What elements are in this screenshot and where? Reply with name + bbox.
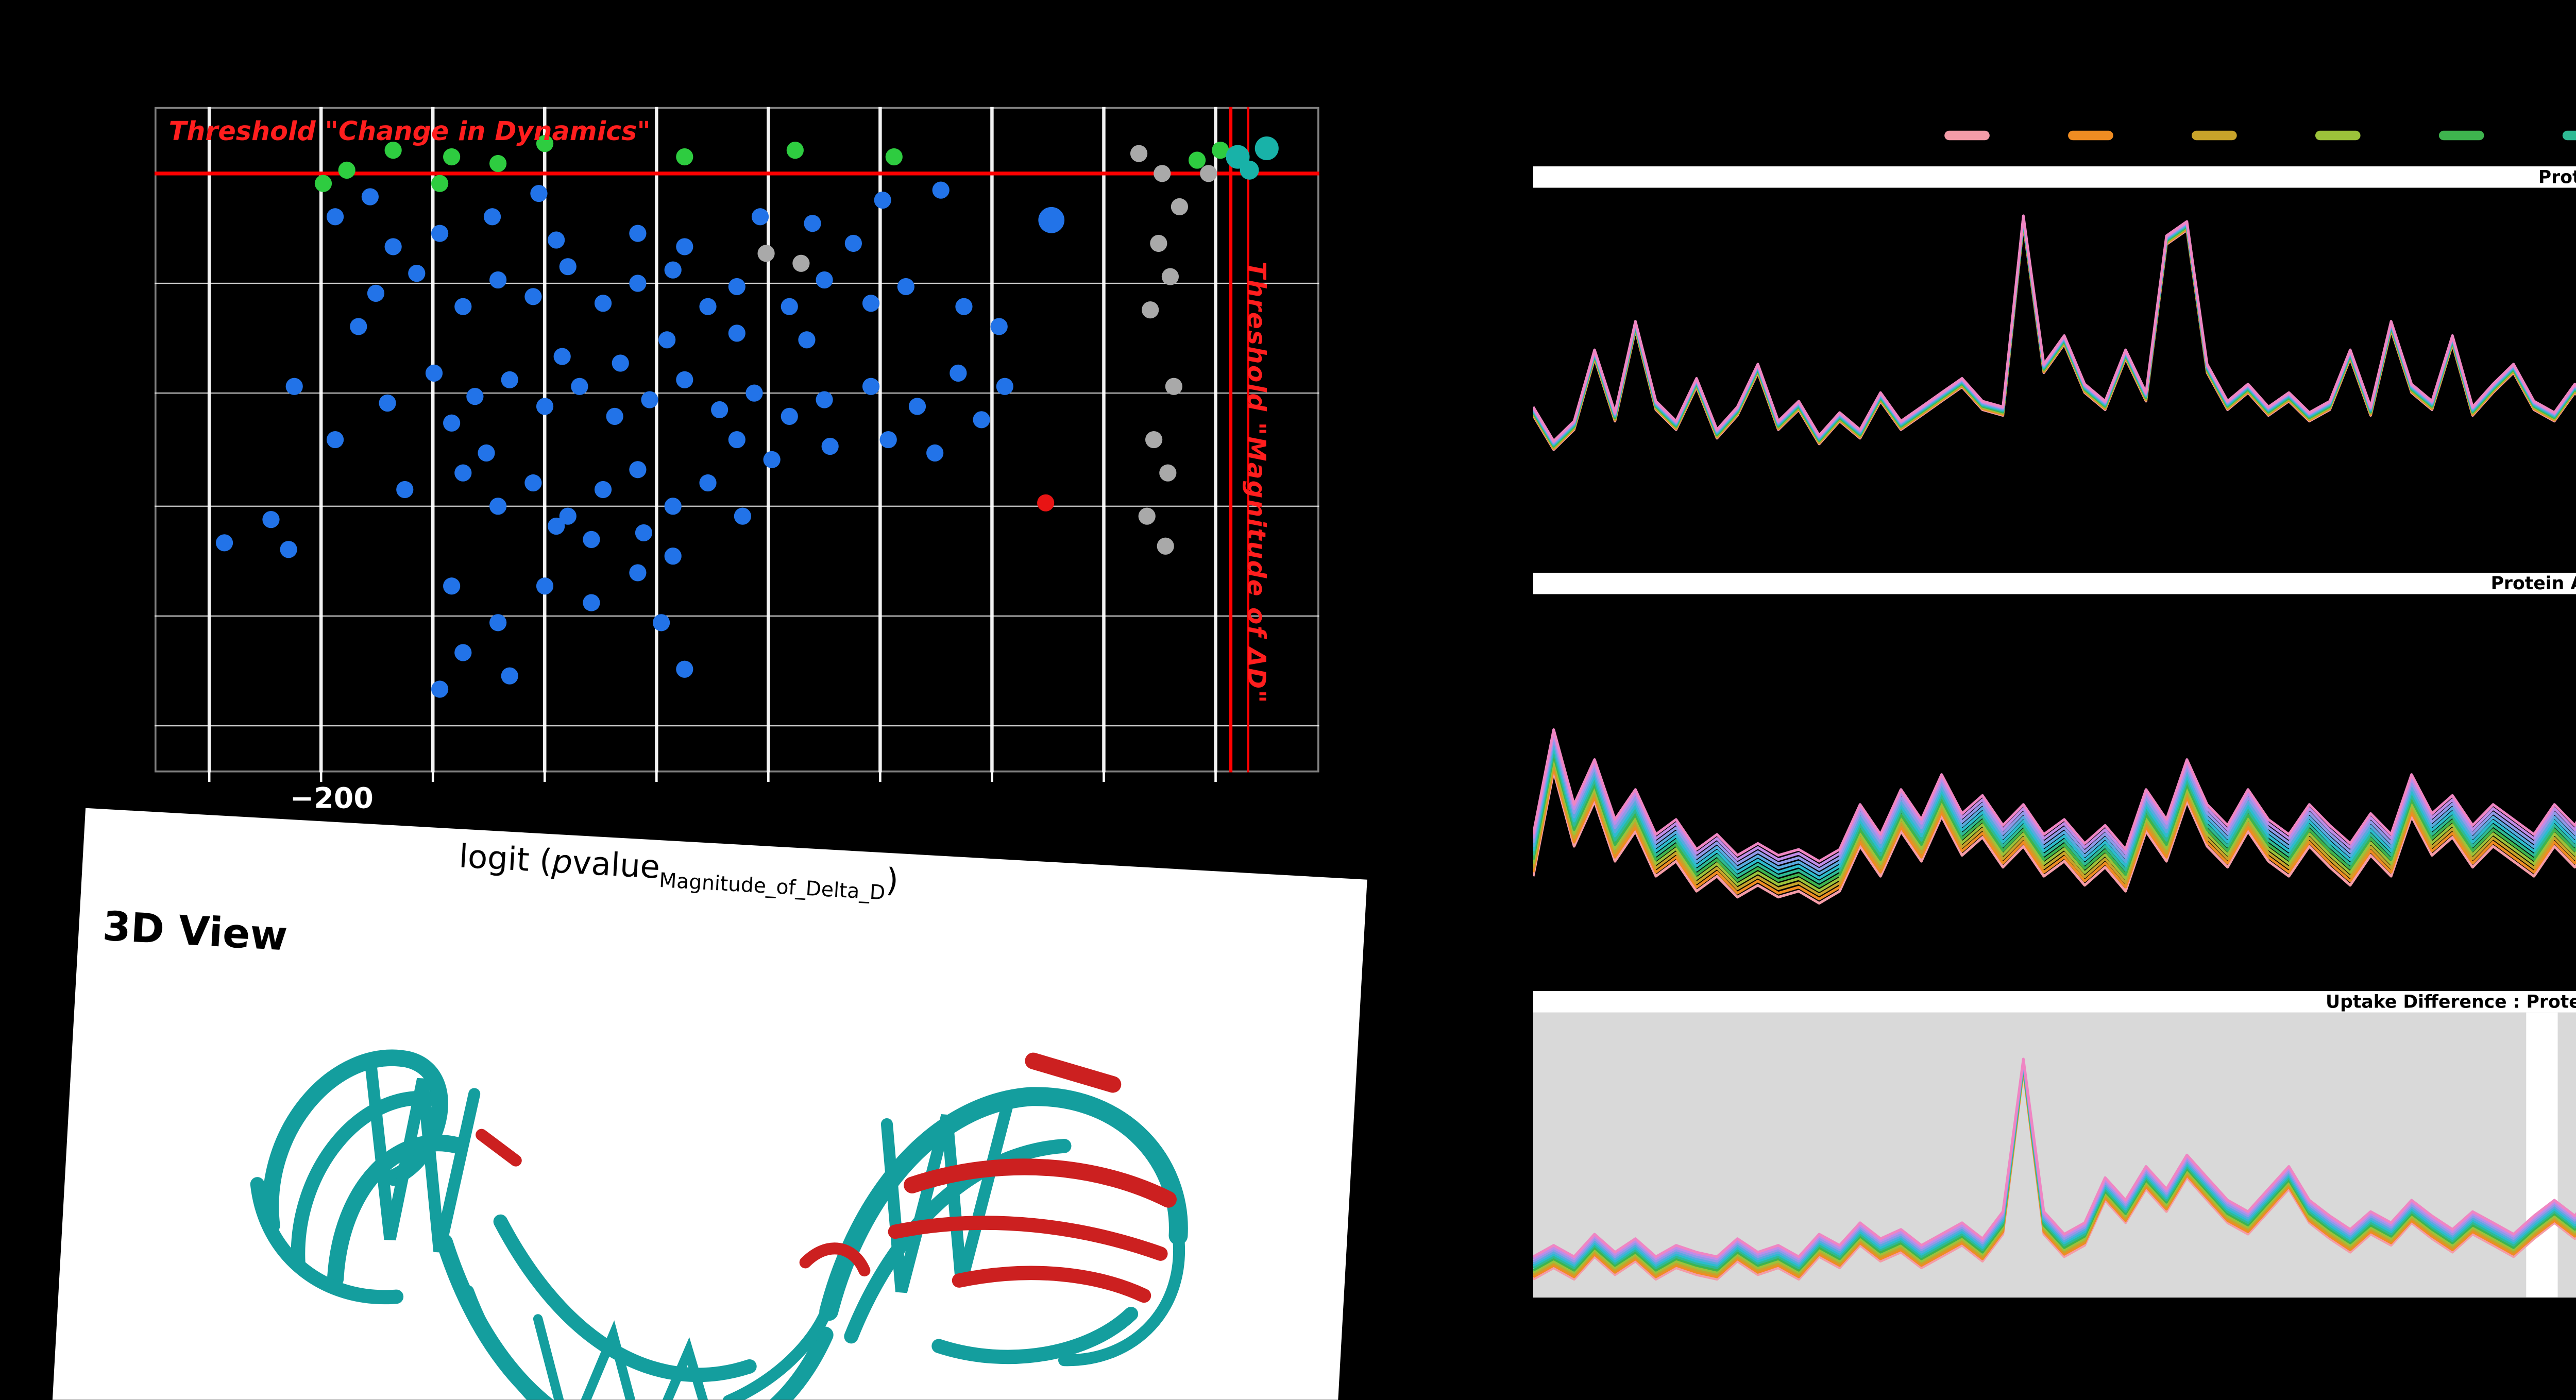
volcano-x-tick-label: −200 — [290, 781, 374, 815]
chart-uptake-difference[interactable] — [1533, 1012, 2576, 1298]
volcano-plot-svg[interactable] — [154, 107, 1319, 796]
time-legend — [1533, 126, 2576, 145]
x-axis-label-suffix: ) — [885, 862, 900, 901]
legend-dash-3[interactable] — [2315, 131, 2361, 140]
chart-title-uptake-difference: Uptake Difference : Protein A - (Protein… — [1533, 991, 2576, 1013]
volcano-x-axis-label: logit (pvalueMagnitude_of_Delta_D) — [457, 839, 900, 908]
chart-protein-a-ligand[interactable] — [1533, 594, 2576, 950]
legend-dash-1[interactable] — [2068, 131, 2113, 140]
chart-protein-a[interactable] — [1533, 187, 2576, 549]
threshold-change-label: Threshold "Change in Dynamics" — [168, 116, 651, 148]
protein-ribbon-red — [476, 1052, 1177, 1303]
x-axis-label-sub: Magnitude_of_Delta_D — [658, 870, 886, 907]
x-axis-label-prefix: logit ( — [457, 838, 553, 882]
protein-ribbon-teal — [250, 1049, 1188, 1400]
legend-dash-0[interactable] — [1944, 131, 1990, 140]
chart-title-protein-a: Protein A — [1533, 166, 2576, 188]
legend-dash-4[interactable] — [2438, 131, 2484, 140]
chart-title-protein-a-ligand: Protein A + Ligand — [1533, 572, 2576, 594]
view-3d-panel[interactable]: logit (pvalueMagnitude_of_Delta_D) 3D Vi… — [47, 808, 1367, 1400]
protein-ribbon-3d[interactable] — [110, 944, 1294, 1400]
legend-dash-5[interactable] — [2562, 131, 2576, 140]
x-axis-label-value: value — [571, 845, 661, 888]
legend-dash-2[interactable] — [2192, 131, 2237, 140]
threshold-magnitude-label: Threshold "Magnitude of ΔD" — [1241, 261, 1269, 705]
volcano-plot[interactable]: Threshold "Change in Dynamics" — [154, 107, 1319, 796]
x-axis-label-p: p — [551, 843, 573, 883]
